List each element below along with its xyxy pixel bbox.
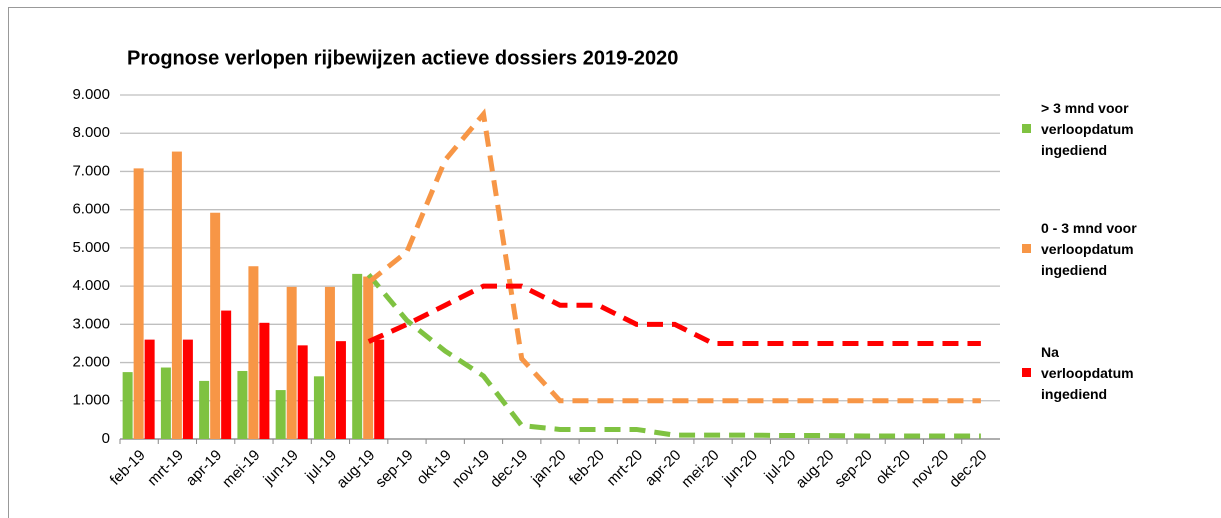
legend-swatch xyxy=(1022,368,1031,377)
forecast-line xyxy=(367,108,981,404)
bar xyxy=(210,212,221,439)
x-tick-label: okt-19 xyxy=(413,447,455,489)
y-tick-label: 4.000 xyxy=(72,277,110,294)
x-tick-label: sep-19 xyxy=(372,447,416,491)
x-tick-label: aug-20 xyxy=(792,447,837,492)
bar xyxy=(374,339,385,439)
bar xyxy=(363,276,374,439)
x-tick-label: dec-19 xyxy=(487,447,531,491)
x-tick-label: jan-20 xyxy=(527,447,569,489)
x-tick-label: feb-19 xyxy=(107,447,149,489)
y-tick-label: 7.000 xyxy=(72,162,110,179)
legend-item: Na verloopdatum ingediend xyxy=(1022,342,1162,405)
y-tick-label: 5.000 xyxy=(72,239,110,256)
x-tick-label: jun-19 xyxy=(260,447,302,489)
bar xyxy=(199,380,210,439)
x-tick-label: nov-19 xyxy=(449,447,493,491)
legend-label: 0 - 3 mnd voor verloopdatum ingediend xyxy=(1041,220,1137,278)
bar xyxy=(275,390,286,439)
x-tick-label: dec-20 xyxy=(946,447,990,491)
bar xyxy=(133,168,144,440)
x-tick-label: feb-20 xyxy=(566,447,608,489)
bar xyxy=(335,341,346,439)
y-tick-label: 3.000 xyxy=(72,315,110,332)
x-tick-label: jun-20 xyxy=(719,447,761,489)
y-tick-label: 6.000 xyxy=(72,201,110,218)
bar xyxy=(313,376,324,439)
legend-item: > 3 mnd voor verloopdatum ingediend xyxy=(1022,98,1162,161)
y-tick-label: 0 xyxy=(102,430,110,447)
y-tick-label: 9.000 xyxy=(72,86,110,103)
legend-swatch xyxy=(1022,244,1031,253)
bar xyxy=(182,339,193,439)
x-tick-label: sep-20 xyxy=(831,447,875,491)
forecast-line xyxy=(366,273,981,439)
bar xyxy=(160,367,171,439)
legend-label: > 3 mnd voor verloopdatum ingediend xyxy=(1041,100,1134,158)
bar xyxy=(221,310,232,439)
bar xyxy=(171,151,182,439)
bar xyxy=(352,273,363,439)
x-tick-label: nov-20 xyxy=(908,447,952,491)
y-tick-label: 1.000 xyxy=(72,392,110,409)
bar xyxy=(297,345,308,439)
x-tick-label: mei-20 xyxy=(678,447,722,491)
x-tick-label: okt-20 xyxy=(872,447,914,489)
y-tick-label: 2.000 xyxy=(72,354,110,371)
legend-item: 0 - 3 mnd voor verloopdatum ingediend xyxy=(1022,218,1162,281)
x-tick-label: mrt-19 xyxy=(144,447,187,490)
bar xyxy=(144,339,155,439)
legend-label: Na verloopdatum ingediend xyxy=(1041,344,1134,402)
x-tick-label: aug-19 xyxy=(333,447,378,492)
chart-title: Prognose verlopen rijbewijzen actieve do… xyxy=(127,47,678,69)
bar xyxy=(248,266,259,439)
bar xyxy=(259,322,270,439)
bar xyxy=(122,372,133,439)
forecast-line xyxy=(367,283,981,346)
x-tick-label: apr-20 xyxy=(642,447,685,490)
bar xyxy=(286,286,297,439)
frame xyxy=(8,7,1221,518)
legend-swatch xyxy=(1022,124,1031,133)
x-tick-label: mei-19 xyxy=(219,447,263,491)
x-tick-label: mrt-20 xyxy=(603,447,646,490)
x-tick-label: apr-19 xyxy=(183,447,226,490)
y-tick-label: 8.000 xyxy=(72,124,110,141)
bar xyxy=(324,286,335,439)
bar xyxy=(237,370,248,439)
